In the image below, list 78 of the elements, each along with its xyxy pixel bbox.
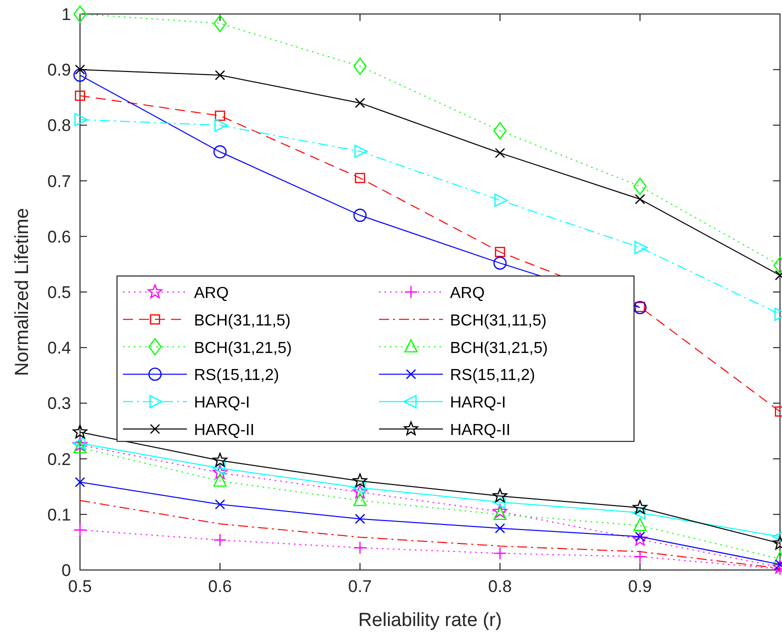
point (214, 110, 226, 121)
point (72, 424, 88, 438)
point (493, 546, 507, 560)
legend-label: ARQ (450, 285, 485, 302)
point (352, 473, 368, 488)
y-tick-label: 0.9 (47, 60, 71, 80)
point (353, 541, 367, 554)
point (632, 500, 648, 514)
point (354, 144, 368, 158)
legend-label: BCH(31,21,5) (450, 340, 548, 357)
point (493, 256, 507, 270)
point (213, 14, 227, 32)
legend-label: HARQ-II (194, 422, 254, 439)
legend-label: HARQ-I (194, 394, 250, 412)
point (212, 452, 228, 467)
legend-label: RS(15,11,2) (450, 367, 536, 384)
point (354, 514, 366, 524)
point (353, 492, 367, 506)
legend-label: ARQ (194, 285, 229, 302)
point (73, 523, 87, 537)
point (494, 523, 506, 534)
point (213, 533, 227, 547)
y-tick-label: 0 (62, 561, 71, 580)
legend-label: HARQ-I (450, 394, 506, 412)
point (353, 58, 367, 75)
y-tick-label: 1 (62, 5, 71, 24)
x-axis-title: Reliability rate (r) (358, 610, 502, 631)
point (73, 68, 87, 82)
y-tick-label: 0.7 (47, 172, 71, 191)
y-tick-label: 0.8 (47, 116, 71, 136)
point (213, 473, 227, 487)
point (352, 484, 368, 498)
y-axis-title: Normalized Lifetime (12, 208, 33, 376)
point (633, 518, 647, 532)
y-tick-label: 0.1 (47, 505, 71, 524)
point (212, 462, 226, 475)
point (494, 246, 506, 258)
point (633, 550, 647, 564)
y-tick-label: 0.3 (47, 394, 71, 414)
point (632, 506, 646, 520)
point (214, 118, 228, 132)
point (634, 194, 646, 204)
point (212, 465, 228, 479)
point (354, 172, 366, 184)
x-tick-label: 0.8 (488, 577, 512, 596)
y-tick-label: 0.5 (47, 283, 71, 302)
point (492, 496, 506, 509)
point (493, 506, 507, 520)
point (74, 113, 88, 126)
y-tick-label: 0.6 (47, 227, 71, 246)
x-tick-label: 0.7 (348, 577, 372, 596)
point (73, 440, 87, 454)
point (634, 240, 648, 254)
x-tick-label: 0.9 (628, 577, 652, 596)
point (494, 148, 506, 158)
point (74, 64, 86, 75)
point (632, 532, 648, 546)
point (494, 194, 508, 207)
legend-label: BCH(31,11,5) (450, 312, 547, 330)
legend-label: BCH(31,21,5) (194, 340, 292, 357)
point (353, 208, 367, 222)
y-tick-label: 0.4 (47, 338, 71, 358)
point (354, 98, 366, 108)
point (74, 477, 86, 488)
point (352, 481, 366, 494)
y-tick-label: 0.2 (47, 450, 71, 469)
legend-label: RS(15,11,2) (194, 367, 280, 384)
point (214, 70, 226, 80)
x-tick-label: 0.6 (208, 577, 232, 596)
point (214, 499, 226, 510)
point (213, 145, 227, 158)
point (492, 488, 508, 502)
legend-label: BCH(31,11,5) (194, 312, 291, 330)
point (493, 122, 507, 140)
legend-label: HARQ-II (450, 422, 510, 439)
point (74, 90, 86, 101)
point (633, 178, 647, 195)
point (73, 5, 87, 23)
